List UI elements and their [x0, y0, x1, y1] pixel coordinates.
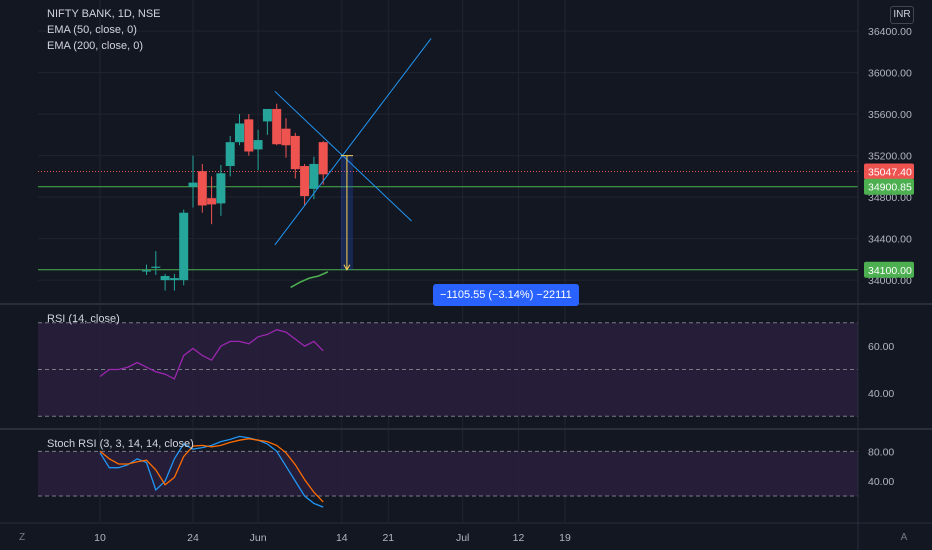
- candle-body: [142, 270, 151, 272]
- candle-body: [253, 140, 263, 150]
- stoch-series-1: [99, 438, 324, 503]
- x-tick-label: 10: [94, 532, 106, 544]
- candle-body: [225, 142, 235, 167]
- candle-body: [179, 212, 189, 281]
- price-label-bg: [864, 178, 914, 195]
- candle-body: [272, 108, 282, 145]
- price-pane: [38, 38, 858, 291]
- price-label: 34100.00: [868, 265, 912, 277]
- band-fill: [38, 451, 858, 496]
- price-label: 34900.85: [868, 182, 912, 194]
- rsi-legend[interactable]: RSI (14, close): [47, 313, 120, 325]
- stoch-rsi-legend[interactable]: Stoch RSI (3, 3, 14, 14, close): [47, 438, 194, 450]
- rsi-pane: [38, 322, 858, 417]
- stoch-pane: [38, 435, 858, 508]
- x-tick-label: Jul: [456, 532, 469, 544]
- ema50-legend[interactable]: EMA (50, close, 0): [47, 24, 137, 36]
- measure-arrowhead: [343, 264, 351, 271]
- candle-body: [160, 276, 170, 281]
- y-tick-label: 35200.00: [868, 151, 912, 163]
- ema200-legend[interactable]: EMA (200, close, 0): [47, 40, 143, 52]
- candle-body: [197, 171, 207, 206]
- measure-label: −1105.55 (−3.14%) −22111: [433, 284, 579, 306]
- price-label-bg: [864, 163, 914, 180]
- candle-body: [207, 198, 217, 205]
- candle-body: [188, 182, 198, 187]
- candle-body: [151, 266, 161, 268]
- candle-body: [169, 278, 179, 281]
- candle-body: [290, 135, 300, 170]
- y-tick-label: 60.00: [868, 341, 894, 353]
- candle-body: [235, 123, 244, 143]
- y-tick-label: 40.00: [868, 388, 894, 400]
- timezone-button[interactable]: Z: [18, 532, 26, 543]
- candle-body: [216, 173, 226, 204]
- trendline: [274, 38, 432, 246]
- ema50-line: [290, 271, 329, 289]
- candle-body: [281, 128, 291, 146]
- y-tick-label: 80.00: [868, 446, 894, 458]
- candle-body: [262, 108, 272, 122]
- x-tick-label: 12: [513, 532, 525, 544]
- currency-button[interactable]: INR: [890, 6, 914, 24]
- y-tick-label: 35600.00: [868, 109, 912, 121]
- y-tick-label: 40.00: [868, 476, 894, 488]
- candle-body: [244, 119, 254, 152]
- x-tick-label: 14: [336, 532, 348, 544]
- y-tick-label: 36000.00: [868, 68, 912, 80]
- rsi-series-0: [99, 329, 324, 380]
- candle-body: [318, 142, 328, 175]
- x-tick-label: Jun: [250, 532, 267, 544]
- y-tick-label: 36400.00: [868, 26, 912, 38]
- candle-body: [309, 163, 319, 189]
- x-tick-label: 21: [382, 532, 394, 544]
- candle-body: [300, 166, 310, 197]
- stoch-series-0: [99, 435, 324, 508]
- x-tick-label: 19: [559, 532, 571, 544]
- y-tick-label: 34400.00: [868, 234, 912, 246]
- trendline: [274, 90, 412, 222]
- auto-scale-button[interactable]: A: [900, 532, 908, 543]
- symbol-title[interactable]: NIFTY BANK, 1D, NSE: [47, 8, 161, 20]
- price-label-bg: [864, 261, 914, 278]
- x-tick-label: 24: [187, 532, 199, 544]
- price-label: 35047.40: [868, 166, 912, 178]
- y-tick-label: 34000.00: [868, 275, 912, 287]
- y-tick-label: 34800.00: [868, 192, 912, 204]
- main-legend: NIFTY BANK, 1D, NSE EMA (50, close, 0) E…: [47, 6, 161, 54]
